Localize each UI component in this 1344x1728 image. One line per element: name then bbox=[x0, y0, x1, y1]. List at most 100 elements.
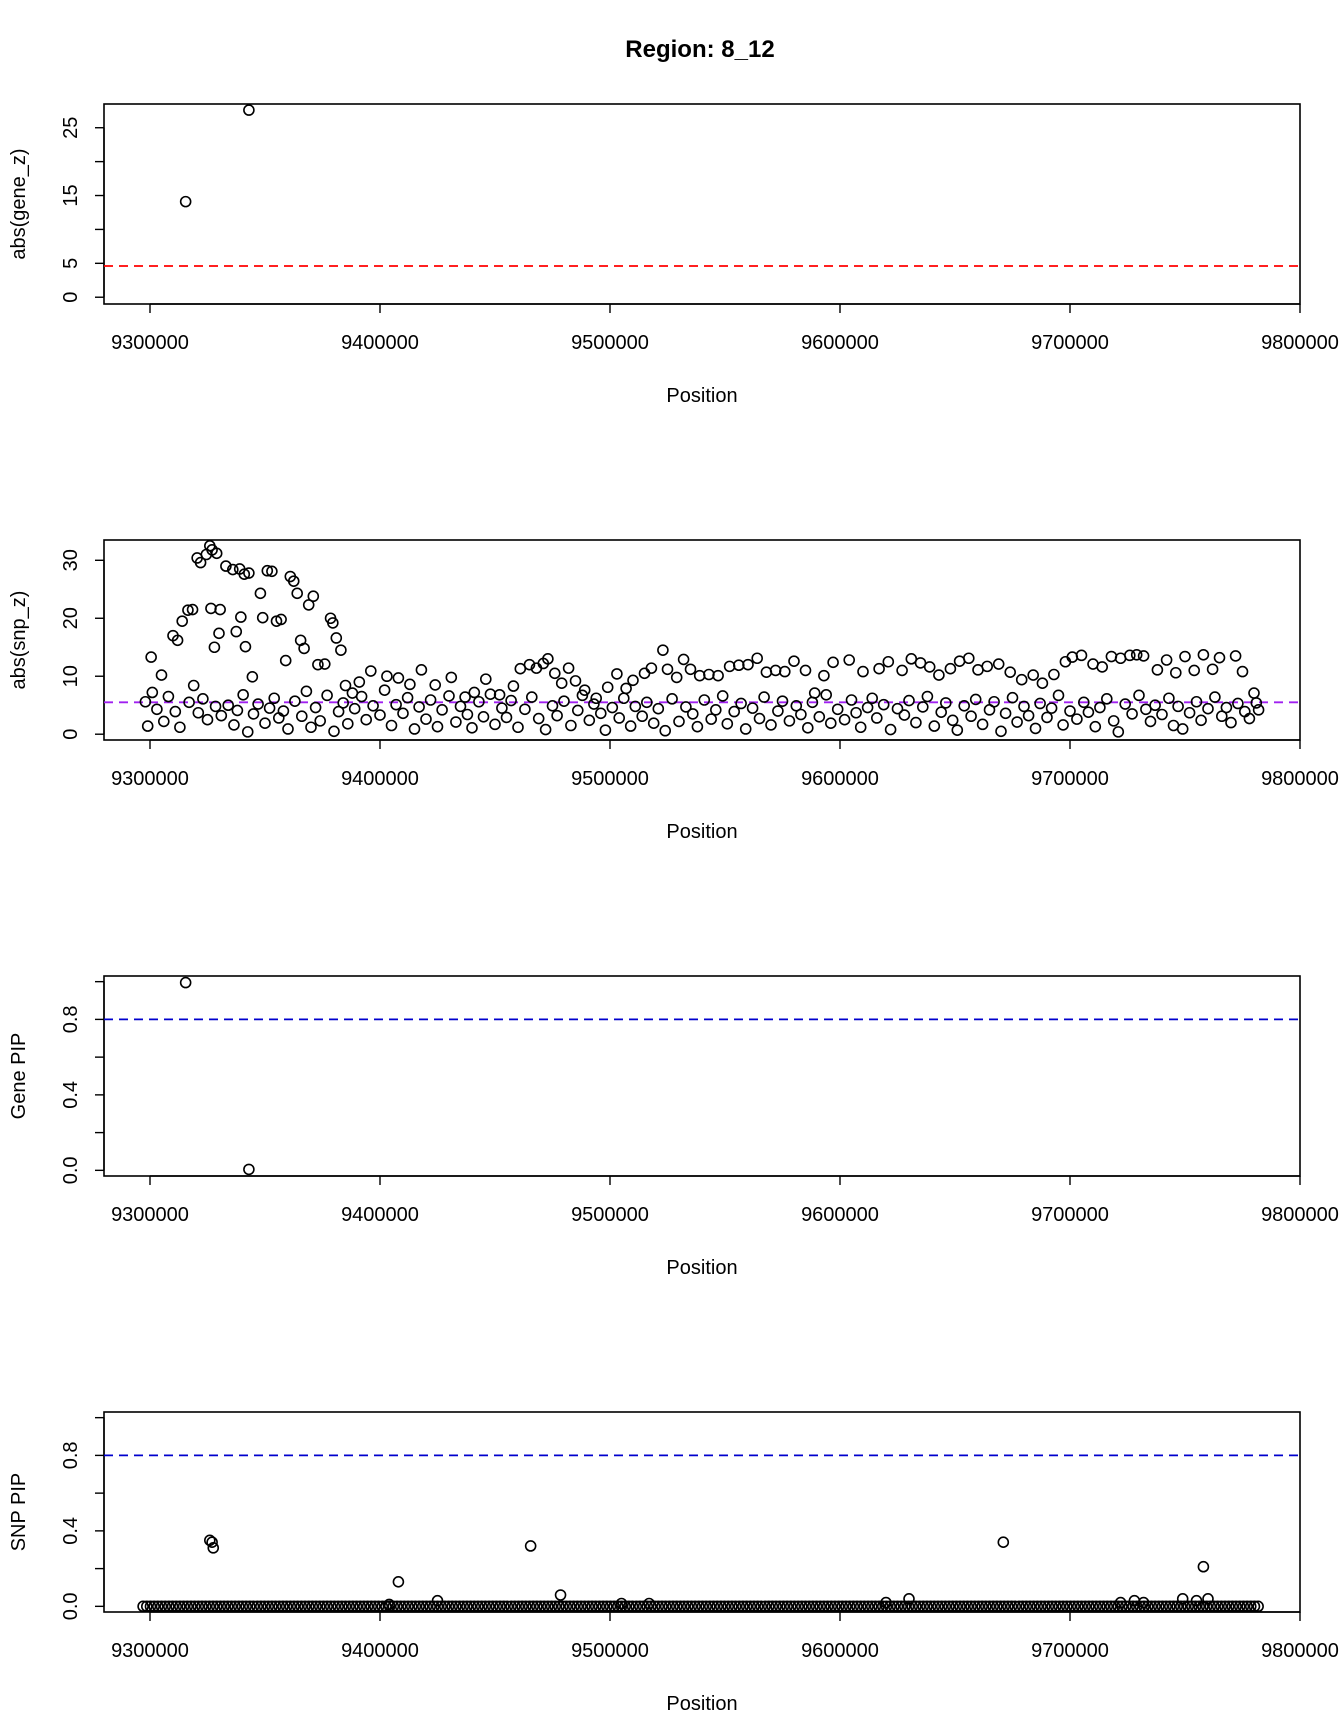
data-point bbox=[236, 1600, 249, 1613]
data-point bbox=[489, 718, 501, 731]
data-point bbox=[1182, 1600, 1195, 1613]
data-point bbox=[232, 1600, 245, 1613]
x-tick-label: 9300000 bbox=[111, 768, 189, 790]
data-point bbox=[238, 568, 251, 581]
data-point bbox=[1004, 666, 1017, 678]
x-tick-label: 9300000 bbox=[111, 332, 189, 354]
data-point bbox=[328, 725, 340, 738]
data-point bbox=[807, 1600, 819, 1613]
data-point bbox=[806, 696, 819, 709]
data-point bbox=[520, 1600, 532, 1613]
data-point bbox=[372, 1600, 385, 1613]
data-point bbox=[332, 705, 345, 718]
y-axis-label: Gene PIP bbox=[8, 1033, 30, 1120]
data-point bbox=[365, 1600, 378, 1613]
data-point bbox=[939, 1600, 952, 1613]
data-point bbox=[221, 1600, 234, 1613]
data-point bbox=[1206, 663, 1219, 676]
data-point bbox=[575, 1600, 587, 1613]
data-point bbox=[895, 1600, 907, 1613]
data-point bbox=[1090, 1600, 1103, 1613]
data-point bbox=[759, 1600, 771, 1613]
data-point bbox=[1241, 1600, 1253, 1613]
data-point bbox=[523, 658, 536, 671]
data-point bbox=[589, 1600, 602, 1613]
data-point bbox=[751, 1600, 764, 1613]
data-point bbox=[604, 1600, 617, 1613]
data-point bbox=[332, 1600, 344, 1613]
data-point bbox=[1167, 1600, 1180, 1613]
data-point bbox=[1089, 720, 1102, 733]
data-point bbox=[546, 699, 559, 712]
x-axis-label: Position bbox=[666, 821, 737, 843]
data-point bbox=[551, 709, 563, 722]
data-point bbox=[415, 664, 428, 676]
data-point bbox=[606, 701, 619, 714]
data-point bbox=[468, 1600, 481, 1613]
data-point bbox=[1138, 1600, 1150, 1613]
data-point bbox=[186, 603, 199, 616]
data-point bbox=[155, 669, 168, 681]
data-point bbox=[239, 640, 252, 653]
data-point bbox=[542, 653, 554, 665]
data-point bbox=[1219, 1600, 1231, 1613]
data-point bbox=[1252, 1600, 1264, 1613]
data-point bbox=[343, 1600, 355, 1613]
data-point bbox=[976, 1600, 988, 1613]
data-point bbox=[192, 706, 205, 719]
data-point bbox=[177, 1600, 190, 1613]
data-point bbox=[753, 712, 766, 725]
data-point bbox=[845, 694, 858, 706]
data-point bbox=[808, 687, 821, 699]
data-point bbox=[972, 1600, 985, 1613]
data-point bbox=[397, 707, 409, 720]
data-point bbox=[1005, 1600, 1018, 1613]
data-point bbox=[656, 1600, 668, 1613]
data-point bbox=[777, 1600, 790, 1613]
data-point bbox=[235, 611, 247, 623]
data-point bbox=[1107, 715, 1120, 727]
data-point bbox=[151, 703, 163, 716]
data-point bbox=[921, 1600, 933, 1613]
data-point bbox=[1020, 1600, 1033, 1613]
data-point bbox=[306, 1600, 319, 1613]
data-point bbox=[586, 1600, 598, 1613]
data-point bbox=[624, 720, 637, 732]
y-tick-label: 0.0 bbox=[60, 1592, 82, 1620]
data-point bbox=[1027, 669, 1039, 681]
data-point bbox=[854, 1600, 867, 1613]
data-point bbox=[1149, 1600, 1161, 1613]
data-point bbox=[582, 1600, 595, 1613]
data-point bbox=[494, 1600, 506, 1613]
data-point bbox=[884, 723, 897, 736]
data-point bbox=[545, 1600, 558, 1613]
data-point bbox=[721, 717, 734, 730]
data-point bbox=[1164, 1600, 1176, 1613]
data-point bbox=[961, 1600, 974, 1613]
data-point bbox=[599, 724, 612, 736]
data-point bbox=[1064, 705, 1076, 717]
data-point bbox=[1171, 1600, 1183, 1613]
data-point bbox=[450, 1600, 462, 1613]
data-point bbox=[501, 1600, 514, 1613]
data-point bbox=[472, 1600, 484, 1613]
data-point bbox=[243, 1163, 255, 1176]
data-point bbox=[1225, 716, 1237, 729]
data-point bbox=[969, 693, 982, 706]
data-point bbox=[144, 1600, 157, 1613]
data-point bbox=[424, 694, 437, 706]
data-point bbox=[562, 662, 575, 674]
data-point bbox=[792, 1600, 804, 1613]
data-point bbox=[255, 1600, 267, 1613]
data-point bbox=[206, 1536, 218, 1548]
x-axis-label: Position bbox=[666, 385, 737, 407]
x-tick-label: 9600000 bbox=[801, 768, 879, 790]
data-point bbox=[663, 1600, 676, 1613]
data-point bbox=[891, 1600, 904, 1613]
data-point bbox=[321, 689, 333, 702]
data-point bbox=[1013, 1600, 1025, 1613]
data-point bbox=[183, 696, 195, 709]
data-point bbox=[840, 1600, 852, 1613]
data-point bbox=[179, 976, 192, 989]
